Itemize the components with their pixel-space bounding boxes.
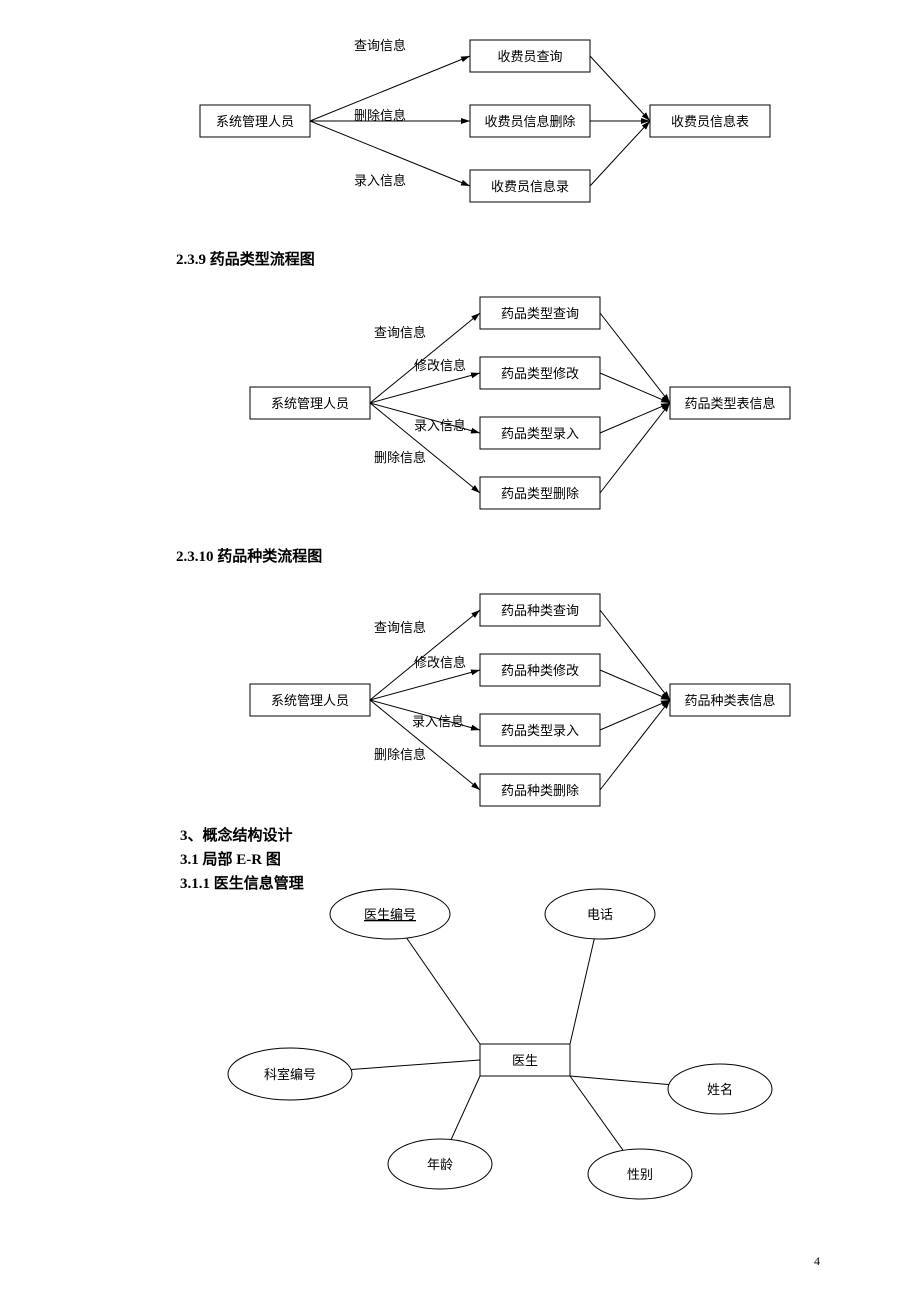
edge: [590, 56, 650, 121]
mid-box-2-label: 收费员信息录: [491, 179, 569, 194]
attr-label-2: 科室编号: [264, 1067, 316, 1082]
mid-box-2-label: 药品类型录入: [501, 723, 579, 738]
heading-31: 3.1 局部 E-R 图: [180, 848, 880, 872]
edge-label-0: 查询信息: [374, 325, 426, 340]
edge-label-1: 删除信息: [354, 108, 406, 123]
edge-label-2: 录入信息: [412, 714, 464, 729]
attr-label-4: 性别: [627, 1167, 653, 1182]
source-box-label: 系统管理人员: [271, 396, 349, 411]
edge-label-1: 修改信息: [414, 655, 466, 670]
target-box-label: 药品类型表信息: [684, 396, 775, 411]
flow1-group: 系统管理人员 收费员信息表 收费员查询 查询信息收费员信息删除 删除信息收费员信息录 录入…: [200, 38, 770, 202]
target-box-label: 收费员信息表: [671, 114, 749, 129]
edge-label-0: 查询信息: [374, 620, 426, 635]
edge: [370, 670, 480, 700]
heading-3: 3、概念结构设计: [180, 824, 880, 848]
heading-2310: 2.3.10 药品种类流程图: [176, 545, 880, 566]
mid-box-1-label: 收费员信息删除: [484, 114, 575, 129]
flow3-group: 系统管理人员 药品种类表信息 药品种类查询查询信息药品种类修改 修改信息药品类型录入 录…: [250, 594, 790, 806]
source-box-label: 系统管理人员: [216, 114, 294, 129]
flowchart-cashier: 系统管理人员 收费员信息表 收费员查询 查询信息收费员信息删除 删除信息收费员信息录 录入…: [80, 20, 840, 230]
mid-box-0-label: 药品种类查询: [501, 603, 579, 618]
page-number: 4: [40, 1254, 880, 1269]
edge-label-2: 录入信息: [414, 418, 466, 433]
edge-label-1: 修改信息: [414, 358, 466, 373]
edge: [600, 700, 670, 790]
entity-box-label: 医生: [512, 1053, 538, 1068]
edge: [370, 403, 480, 493]
mid-box-1-label: 药品类型修改: [501, 366, 579, 381]
mid-box-3-label: 药品种类删除: [501, 783, 579, 798]
heading-239: 2.3.9 药品类型流程图: [176, 248, 880, 269]
mid-box-1-label: 药品种类修改: [501, 663, 579, 678]
flow2-group: 系统管理人员 药品类型表信息 药品类型查询查询信息药品类型修改 修改信息药品类型录入 录…: [250, 297, 790, 509]
edge-label-3: 删除信息: [374, 450, 426, 465]
edge: [590, 121, 650, 186]
mid-box-0-label: 药品类型查询: [501, 306, 579, 321]
mid-box-2-label: 药品类型录入: [501, 426, 579, 441]
edge: [600, 700, 670, 730]
flowchart-drug-type: 系统管理人员 药品类型表信息 药品类型查询查询信息药品类型修改 修改信息药品类型录入 录…: [80, 277, 840, 527]
attr-label-1: 电话: [587, 907, 613, 922]
edge: [600, 610, 670, 700]
edge: [600, 403, 670, 433]
edge: [600, 403, 670, 493]
edge: [600, 313, 670, 403]
edge-label-0: 查询信息: [354, 38, 406, 53]
target-box-label: 药品种类表信息: [684, 693, 775, 708]
edge: [600, 670, 670, 700]
flowchart-drug-kind: 系统管理人员 药品种类表信息 药品种类查询查询信息药品种类修改 修改信息药品类型录入 录…: [80, 574, 840, 824]
mid-box-0-label: 收费员查询: [497, 49, 562, 64]
er-group: 医生 医生编号 电话科室编号年龄性别 姓名: [228, 889, 772, 1199]
attr-label-0: 医生编号: [364, 907, 416, 922]
edge-label-2: 录入信息: [354, 173, 406, 188]
heading-311: 3.1.1 医生信息管理: [180, 872, 304, 896]
edge: [600, 373, 670, 403]
attr-label-5: 姓名: [707, 1082, 733, 1097]
attr-label-3: 年龄: [427, 1157, 453, 1172]
source-box-label: 系统管理人员: [271, 693, 349, 708]
er-diagram-doctor: 医生 医生编号 电话科室编号年龄性别 姓名: [80, 874, 840, 1214]
mid-box-3-label: 药品类型删除: [501, 486, 579, 501]
edge: [370, 373, 480, 403]
edge-label-3: 删除信息: [374, 747, 426, 762]
